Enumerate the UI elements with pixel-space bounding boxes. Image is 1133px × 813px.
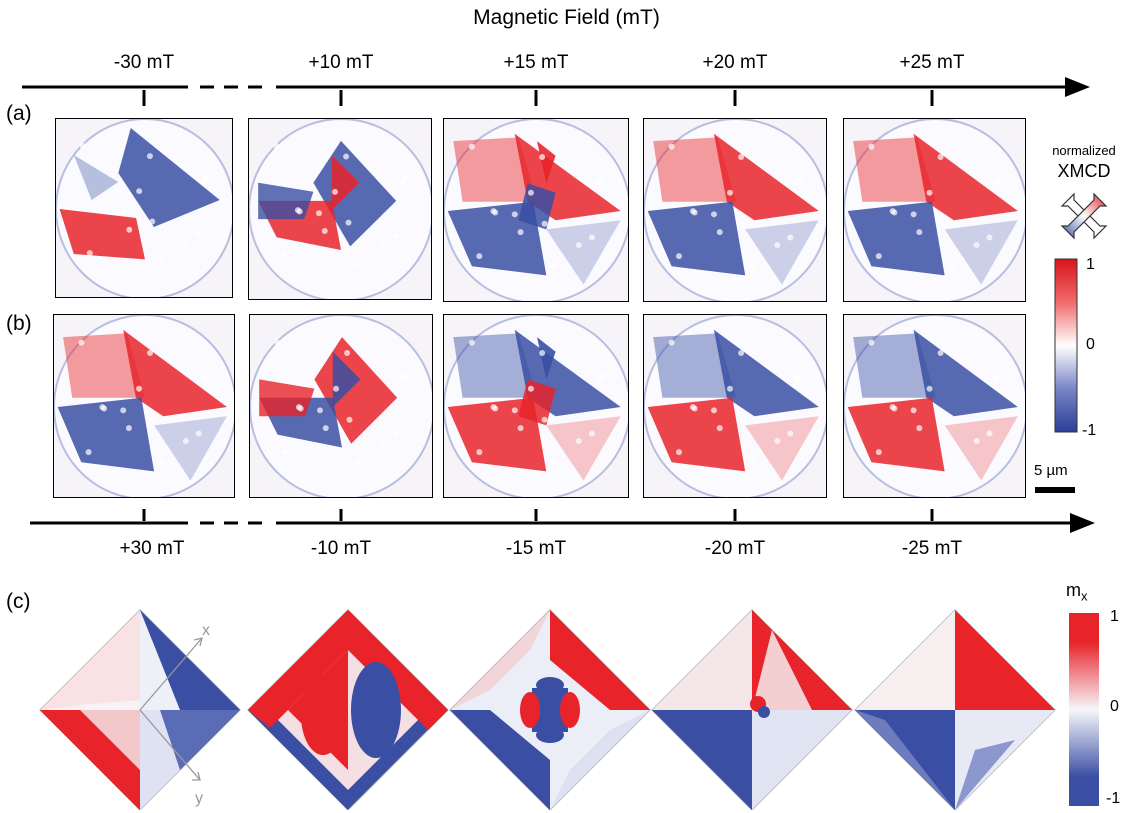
bottom-field-label: -20 mT: [704, 538, 766, 559]
arrow-head-icon: [1070, 513, 1095, 533]
panel-label-a: (a): [6, 102, 32, 125]
panel-label-c: (c): [6, 590, 31, 613]
mx-tick-max: 1: [1110, 608, 1119, 625]
top-field-label: -30 mT: [113, 52, 175, 73]
sim-diamond: [651, 609, 853, 810]
simulation-row: [39, 609, 1056, 810]
top-field-axis: [22, 77, 1090, 106]
xmcd-image: [249, 314, 433, 498]
xmcd-colorbar: [1054, 258, 1078, 433]
xmcd-pattern: [54, 315, 234, 497]
bottom-field-label: -15 mT: [505, 538, 567, 559]
xmcd-pattern: [56, 119, 232, 297]
crossed-arrows-icon: [1060, 192, 1108, 240]
xmcd-image: [248, 118, 432, 300]
sim-axis-x-label: x: [202, 622, 210, 639]
mx-tick-mid: 0: [1110, 698, 1119, 715]
mx-colorbar: [1069, 613, 1099, 806]
xmcd-tick-max: 1: [1086, 256, 1095, 273]
xmcd-label-line1: normalized: [1052, 143, 1116, 158]
xmcd-image: [443, 314, 629, 498]
xmcd-pattern: [844, 119, 1025, 301]
xmcd-image: [55, 118, 233, 298]
xmcd-image: [53, 314, 235, 498]
arrow-head-icon: [1065, 77, 1090, 97]
xmcd-label-line2: XMCD: [1057, 161, 1111, 181]
top-field-label: +20 mT: [702, 52, 768, 73]
xmcd-pattern: [444, 315, 628, 497]
xmcd-pattern: [250, 315, 432, 497]
xmcd-image: [643, 314, 827, 498]
mx-tick-min: -1: [1106, 790, 1121, 807]
sim-diamond: [247, 609, 449, 810]
xmcd-pattern: [444, 119, 628, 301]
xmcd-image: [643, 118, 827, 302]
xmcd-pattern: [644, 119, 826, 301]
scale-bar: [1035, 487, 1075, 493]
bottom-field-axis: [30, 509, 1095, 533]
sim-diamond: [449, 609, 651, 810]
xmcd-pattern: [249, 119, 431, 299]
sim-diamond: [39, 609, 241, 810]
mx-label-sub: x: [1081, 588, 1088, 604]
bottom-field-label: -25 mT: [901, 538, 963, 559]
xmcd-image: [843, 314, 1026, 498]
xmcd-pattern: [644, 315, 826, 497]
mx-label-main: m: [1066, 580, 1081, 600]
top-field-label: +25 mT: [899, 52, 965, 73]
xmcd-tick-mid: 0: [1086, 336, 1095, 353]
panel-label-b: (b): [6, 312, 32, 335]
xmcd-tick-min: -1: [1082, 422, 1097, 439]
xmcd-image: [843, 118, 1026, 302]
sim-diamond: [854, 609, 1056, 810]
figure-title: Magnetic Field (mT): [473, 6, 660, 29]
sim-axis-y-label: y: [195, 790, 203, 807]
top-field-label: +15 mT: [503, 52, 569, 73]
bottom-field-label: -10 mT: [310, 538, 372, 559]
mx-label: mx: [1066, 580, 1088, 604]
top-field-label: +10 mT: [308, 52, 374, 73]
bottom-field-label: +30 mT: [119, 538, 185, 559]
scale-bar-label: 5 µm: [1034, 462, 1068, 479]
xmcd-pattern: [844, 315, 1025, 497]
xmcd-image: [443, 118, 629, 302]
